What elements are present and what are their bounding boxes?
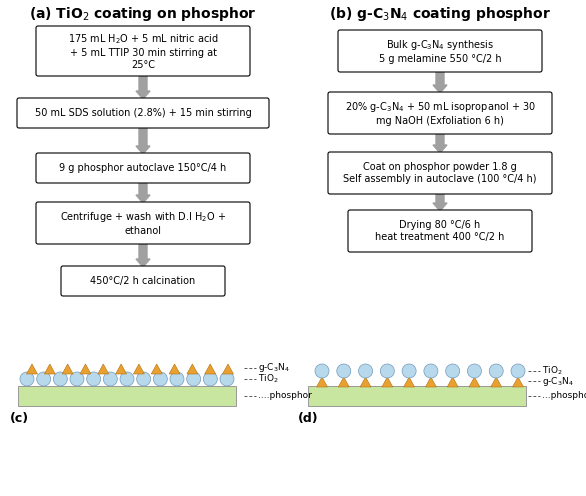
Polygon shape	[447, 377, 458, 387]
Polygon shape	[134, 364, 144, 374]
Text: TiO$_2$: TiO$_2$	[542, 365, 563, 377]
Polygon shape	[490, 377, 502, 387]
Polygon shape	[151, 364, 162, 374]
FancyArrow shape	[433, 133, 447, 153]
Circle shape	[70, 372, 84, 386]
FancyArrow shape	[136, 75, 150, 99]
Circle shape	[489, 364, 503, 378]
Text: 450°C/2 h calcination: 450°C/2 h calcination	[90, 276, 196, 286]
Polygon shape	[169, 364, 180, 374]
Polygon shape	[382, 377, 393, 387]
Bar	[308, 386, 526, 406]
FancyBboxPatch shape	[348, 210, 532, 252]
Text: TiO$_2$: TiO$_2$	[258, 373, 279, 385]
FancyBboxPatch shape	[61, 266, 225, 296]
Polygon shape	[513, 377, 523, 387]
Circle shape	[359, 364, 373, 378]
Circle shape	[380, 364, 394, 378]
Circle shape	[37, 372, 50, 386]
Text: Centrifuge + wash with D.I H$_2$O +
ethanol: Centrifuge + wash with D.I H$_2$O + etha…	[60, 210, 226, 236]
Polygon shape	[205, 364, 216, 374]
Polygon shape	[425, 377, 437, 387]
FancyArrow shape	[136, 182, 150, 203]
Text: Bulk g-C$_3$N$_4$ synthesis
5 g melamine 550 °C/2 h: Bulk g-C$_3$N$_4$ synthesis 5 g melamine…	[379, 38, 501, 64]
Circle shape	[337, 364, 351, 378]
Text: Drying 80 °C/6 h
heat treatment 400 °C/2 h: Drying 80 °C/6 h heat treatment 400 °C/2…	[375, 220, 505, 242]
Circle shape	[315, 364, 329, 378]
Circle shape	[170, 372, 184, 386]
Polygon shape	[469, 377, 480, 387]
Text: ....phosphor: ....phosphor	[258, 391, 312, 400]
Text: g-C$_3$N$_4$: g-C$_3$N$_4$	[542, 374, 574, 387]
Polygon shape	[360, 377, 371, 387]
Text: (a) TiO$_2$ coating on phosphor: (a) TiO$_2$ coating on phosphor	[29, 5, 257, 23]
Polygon shape	[45, 364, 55, 374]
Circle shape	[87, 372, 101, 386]
Text: Coat on phosphor powder 1.8 g
Self assembly in autoclave (100 °C/4 h): Coat on phosphor powder 1.8 g Self assem…	[343, 162, 537, 184]
Polygon shape	[223, 364, 233, 374]
FancyArrow shape	[433, 71, 447, 93]
Polygon shape	[316, 377, 328, 387]
Polygon shape	[115, 364, 127, 374]
Text: 9 g phosphor autoclave 150°C/4 h: 9 g phosphor autoclave 150°C/4 h	[59, 163, 227, 173]
Circle shape	[402, 364, 416, 378]
Text: (d): (d)	[298, 412, 319, 425]
Circle shape	[53, 372, 67, 386]
Circle shape	[103, 372, 117, 386]
Circle shape	[120, 372, 134, 386]
Text: 50 mL SDS solution (2.8%) + 15 min stirring: 50 mL SDS solution (2.8%) + 15 min stirr…	[35, 108, 251, 118]
Circle shape	[154, 372, 168, 386]
FancyArrow shape	[136, 127, 150, 154]
FancyBboxPatch shape	[338, 30, 542, 72]
Bar	[18, 386, 236, 406]
Polygon shape	[338, 377, 349, 387]
Circle shape	[468, 364, 482, 378]
Text: (b) g-C$_3$N$_4$ coating phosphor: (b) g-C$_3$N$_4$ coating phosphor	[329, 5, 551, 23]
Polygon shape	[404, 377, 415, 387]
Polygon shape	[98, 364, 109, 374]
Circle shape	[446, 364, 459, 378]
FancyBboxPatch shape	[328, 92, 552, 134]
Circle shape	[203, 372, 217, 386]
FancyBboxPatch shape	[17, 98, 269, 128]
Polygon shape	[26, 364, 38, 374]
Text: g-C$_3$N$_4$: g-C$_3$N$_4$	[258, 362, 290, 374]
Text: (c): (c)	[10, 412, 29, 425]
FancyBboxPatch shape	[36, 202, 250, 244]
Circle shape	[187, 372, 200, 386]
Polygon shape	[80, 364, 91, 374]
FancyArrow shape	[433, 193, 447, 211]
Circle shape	[424, 364, 438, 378]
Circle shape	[20, 372, 34, 386]
Text: 175 mL H$_2$O + 5 mL nitric acid
+ 5 mL TTIP 30 min stirring at
25°C: 175 mL H$_2$O + 5 mL nitric acid + 5 mL …	[68, 33, 218, 69]
FancyBboxPatch shape	[36, 153, 250, 183]
FancyBboxPatch shape	[36, 26, 250, 76]
Polygon shape	[187, 364, 198, 374]
Circle shape	[511, 364, 525, 378]
Text: ...phosphor: ...phosphor	[542, 391, 586, 400]
Circle shape	[137, 372, 151, 386]
FancyBboxPatch shape	[328, 152, 552, 194]
FancyArrow shape	[136, 243, 150, 267]
Polygon shape	[62, 364, 73, 374]
Text: 20% g-C$_3$N$_4$ + 50 mL isopropanol + 30
mg NaOH (Exfoliation 6 h): 20% g-C$_3$N$_4$ + 50 mL isopropanol + 3…	[345, 100, 536, 126]
Circle shape	[220, 372, 234, 386]
